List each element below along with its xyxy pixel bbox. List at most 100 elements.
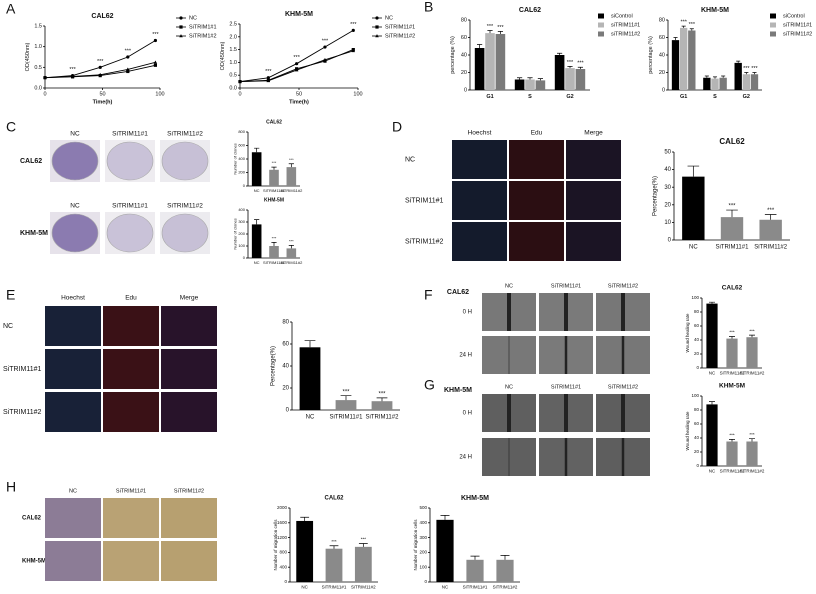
column-label: Merge [180,295,199,302]
error-bar [752,72,757,75]
y-axis-label: percentage (%) [450,36,456,74]
y-tick-label: 1600 [277,520,288,525]
error-bar [729,439,735,442]
x-tick-label: SiTRIM11#1 [720,469,745,474]
bar [325,548,343,582]
y-tick-label: 20 [694,351,700,356]
image [161,498,217,538]
bar [706,303,718,368]
y-tick-label: 0.0 [229,85,237,91]
column-label: SiTRIM11#2 [167,203,203,210]
y-tick-label: 80 [461,17,467,23]
bar [726,441,738,466]
legend-label: siTRIM11#1 [783,22,812,28]
legend-label: NC [385,15,393,21]
y-tick-label: 400 [279,564,287,569]
wound [564,438,568,476]
column-label: Hoechst [61,295,85,302]
x-tick-label: SiTRIM11#2 [493,585,518,590]
y-tick-label: 0 [286,408,290,414]
bar [371,401,393,410]
wound [621,293,625,331]
bar [299,347,321,410]
y-tick-label: 20 [461,70,467,76]
row-label: SiTRIM11#1 [405,197,443,204]
plate [51,213,99,253]
error-bar [527,77,533,80]
x-tick-label: SiTRIM11#1 [720,371,745,376]
plate [161,213,209,253]
error-bar [557,52,563,55]
column-label: SiTRIM11#1 [112,203,148,210]
y-axis-label: OD(450nm) [220,41,226,70]
row-label: 0 H [463,310,472,316]
bar [525,79,535,90]
point [323,59,327,63]
error-bar [673,37,678,41]
y-tick-label: 10 [664,220,671,226]
error-bar [288,245,294,249]
significance: *** [265,69,272,75]
row-label: SiTRIM11#1 [3,366,41,373]
panel-letter: F [424,287,433,303]
plate [51,141,99,181]
x-tick-label: SiTRIM11#1 [263,188,286,193]
image [509,222,564,261]
x-tick-label: 100 [155,91,164,97]
error-bar [764,214,777,220]
significance: *** [97,59,104,65]
significance: *** [152,32,159,38]
x-tick-label: G2 [566,94,573,100]
image [161,306,217,346]
legend-swatch [598,31,604,37]
x-tick-label: NC [442,585,449,590]
column-label: Edu [531,130,543,137]
bar [286,248,297,258]
column-label: SiTRIM11#2 [608,384,638,390]
y-tick-label: 40 [664,167,671,173]
error-bar [300,516,310,521]
bar [495,34,506,90]
y-tick-label: 1.0 [229,60,237,66]
point [323,45,327,49]
significance: *** [749,432,755,437]
significance: *** [751,66,758,72]
bar [703,77,711,90]
column-label: NC [70,203,80,210]
legend-swatch [598,13,604,19]
error-bar [749,438,755,442]
point [70,74,75,78]
significance: *** [361,537,367,542]
x-tick-label: NC [709,469,716,474]
x-tick-label: SiTRIM11#2 [754,245,788,251]
significance: *** [289,157,294,162]
panel-letter: G [424,377,435,393]
image [566,222,621,261]
error-bar [744,72,749,75]
panel-letter: H [6,479,16,495]
bar [750,74,759,90]
bar [466,559,484,582]
image [103,498,159,538]
y-tick-label: 100 [691,393,699,398]
y-tick-label: 1.0 [34,44,42,50]
significance: *** [680,20,687,26]
column-label: Edu [125,295,137,302]
panel-letter: D [392,119,402,135]
error-bar [721,75,726,78]
point [179,34,183,38]
x-tick-label: G1 [680,94,687,100]
chart-title: CAL62 [719,137,745,146]
image [45,392,101,432]
significance: *** [69,67,76,73]
row-label: CAL62 [20,158,42,165]
y-tick-label: 0 [243,183,246,188]
x-tick-label: SiTRIM11#2 [366,415,400,421]
point [98,65,102,69]
panel-letter: B [424,0,433,15]
bar [719,77,727,90]
bar [296,520,314,582]
significance: *** [728,204,736,210]
row-label: 0 H [463,411,472,417]
y-tick-label: 60 [694,323,700,328]
